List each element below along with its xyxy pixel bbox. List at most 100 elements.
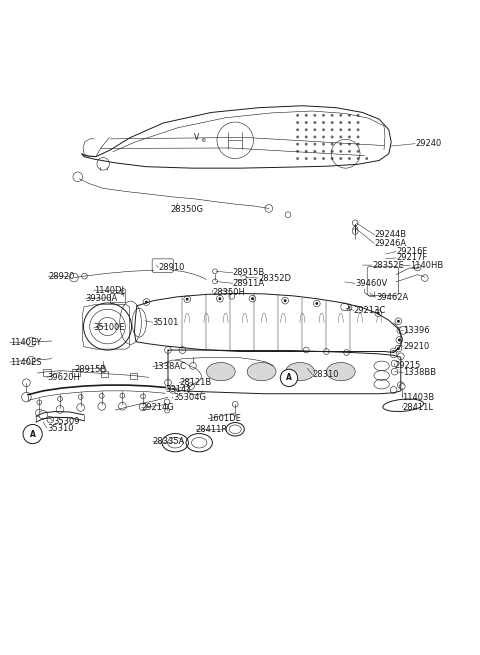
Circle shape (296, 128, 299, 131)
Circle shape (305, 143, 308, 145)
Circle shape (313, 143, 316, 145)
Circle shape (331, 121, 334, 124)
Text: 1338BB: 1338BB (403, 368, 436, 377)
Circle shape (305, 157, 308, 160)
Circle shape (352, 229, 358, 234)
Text: 29210: 29210 (403, 342, 430, 351)
Circle shape (357, 121, 360, 124)
Text: 28352E: 28352E (372, 261, 404, 270)
Circle shape (186, 298, 189, 301)
Circle shape (341, 303, 348, 310)
Circle shape (120, 393, 125, 398)
Circle shape (390, 351, 397, 358)
Circle shape (331, 157, 334, 160)
Circle shape (348, 157, 351, 160)
Circle shape (392, 350, 395, 353)
Text: 35304G: 35304G (173, 392, 206, 402)
Circle shape (296, 150, 299, 153)
Circle shape (305, 128, 308, 131)
Circle shape (313, 128, 316, 131)
Circle shape (280, 369, 298, 386)
Text: 29217F: 29217F (396, 253, 427, 263)
Text: A: A (30, 430, 36, 439)
Circle shape (213, 279, 217, 284)
Text: 29246A: 29246A (374, 239, 407, 248)
Circle shape (396, 337, 403, 343)
Circle shape (216, 295, 223, 302)
Text: 29244B: 29244B (374, 231, 407, 239)
Circle shape (348, 128, 351, 131)
Text: 28121B: 28121B (179, 378, 211, 387)
Circle shape (249, 295, 256, 302)
Circle shape (322, 136, 325, 138)
Circle shape (78, 394, 83, 400)
Text: 1140EY: 1140EY (10, 339, 41, 347)
Circle shape (322, 150, 325, 153)
Circle shape (305, 114, 308, 117)
Text: 1140HB: 1140HB (410, 261, 444, 270)
Text: 29240: 29240 (415, 139, 442, 148)
Circle shape (331, 143, 334, 145)
Text: 1601DE: 1601DE (208, 414, 240, 423)
Circle shape (348, 121, 351, 124)
Circle shape (322, 143, 325, 145)
Text: 39300A: 39300A (85, 294, 118, 303)
Text: 28310: 28310 (312, 369, 338, 379)
Circle shape (397, 353, 404, 360)
Circle shape (218, 297, 221, 300)
Circle shape (395, 318, 402, 325)
Circle shape (165, 408, 169, 413)
Text: 28915B: 28915B (233, 269, 265, 277)
Circle shape (305, 121, 308, 124)
Circle shape (331, 136, 334, 138)
Text: 39620H: 39620H (47, 373, 80, 382)
Text: 28335A: 28335A (153, 438, 185, 446)
Circle shape (348, 150, 351, 153)
Circle shape (284, 299, 287, 302)
Circle shape (391, 368, 398, 375)
Text: 28920: 28920 (48, 272, 74, 281)
Circle shape (331, 128, 334, 131)
Circle shape (184, 296, 191, 303)
Bar (110, 293, 125, 302)
Circle shape (296, 136, 299, 138)
Circle shape (179, 346, 186, 354)
Circle shape (344, 350, 349, 356)
Circle shape (58, 396, 62, 402)
Circle shape (143, 299, 150, 305)
Text: 35101: 35101 (153, 318, 179, 327)
Ellipse shape (326, 362, 355, 381)
Circle shape (296, 143, 299, 145)
Circle shape (357, 157, 360, 160)
Text: 13396: 13396 (403, 326, 430, 335)
Circle shape (305, 136, 308, 138)
Circle shape (313, 136, 316, 138)
Circle shape (303, 347, 309, 353)
Text: 28911A: 28911A (233, 279, 265, 288)
Text: 1140DJ: 1140DJ (94, 286, 124, 295)
Text: 29214G: 29214G (142, 403, 174, 412)
Circle shape (345, 304, 352, 310)
Text: 11403B: 11403B (402, 392, 434, 402)
Circle shape (141, 394, 145, 399)
Circle shape (232, 402, 238, 407)
Circle shape (213, 269, 217, 274)
Circle shape (322, 128, 325, 131)
Circle shape (164, 399, 170, 405)
Circle shape (348, 136, 351, 138)
Text: 28915B: 28915B (74, 365, 107, 374)
Circle shape (169, 386, 176, 393)
FancyBboxPatch shape (367, 267, 398, 295)
Circle shape (23, 424, 42, 443)
Circle shape (357, 136, 360, 138)
Circle shape (339, 114, 342, 117)
Circle shape (37, 400, 42, 405)
Text: 35309: 35309 (53, 417, 79, 426)
Circle shape (313, 150, 316, 153)
Circle shape (352, 220, 358, 226)
Circle shape (348, 143, 351, 145)
Circle shape (339, 143, 342, 145)
Circle shape (339, 157, 342, 160)
Bar (43, 369, 51, 375)
Circle shape (313, 300, 320, 307)
